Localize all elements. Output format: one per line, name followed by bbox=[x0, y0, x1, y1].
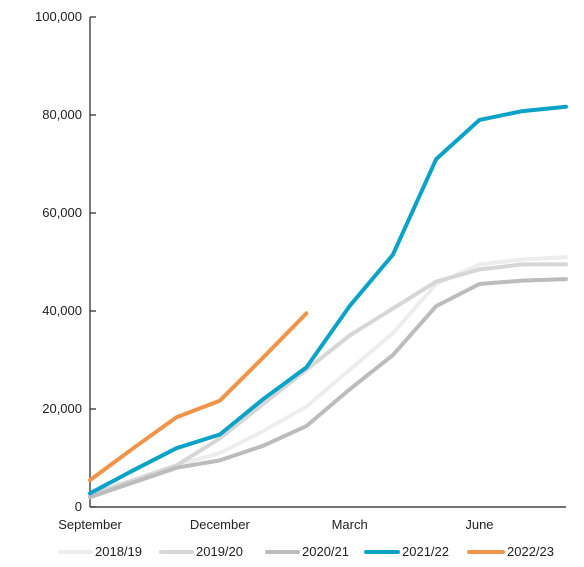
y-tick-label: 100,000 bbox=[35, 9, 82, 24]
y-tick-label: 60,000 bbox=[42, 205, 82, 220]
series-line-2020-21 bbox=[88, 277, 568, 500]
y-tick-label: 80,000 bbox=[42, 107, 82, 122]
legend-label: 2022/23 bbox=[507, 544, 554, 559]
y-tick-label: 20,000 bbox=[42, 401, 82, 416]
legend: 2018/19 2019/20 2020/21 2021/22 2022/23 bbox=[58, 544, 554, 559]
x-axis-ticks: September December March June bbox=[58, 517, 493, 532]
y-tick-label: 0 bbox=[75, 499, 82, 514]
series-line-2018-19 bbox=[88, 255, 568, 497]
legend-label: 2020/21 bbox=[302, 544, 349, 559]
series-lines bbox=[88, 104, 568, 500]
series-line-2019-20 bbox=[88, 262, 568, 497]
legend-label: 2021/22 bbox=[402, 544, 449, 559]
y-axis-ticks: 0 20,000 40,000 60,000 80,000 100,000 bbox=[35, 9, 96, 514]
series-line-2022-23 bbox=[88, 311, 309, 483]
y-tick-label: 40,000 bbox=[42, 303, 82, 318]
x-tick-label: March bbox=[332, 517, 368, 532]
legend-label: 2018/19 bbox=[95, 544, 142, 559]
legend-label: 2019/20 bbox=[196, 544, 243, 559]
series-line-2021-22 bbox=[88, 104, 568, 496]
x-tick-label: June bbox=[465, 517, 493, 532]
x-tick-label: September bbox=[58, 517, 122, 532]
x-tick-label: December bbox=[190, 517, 251, 532]
